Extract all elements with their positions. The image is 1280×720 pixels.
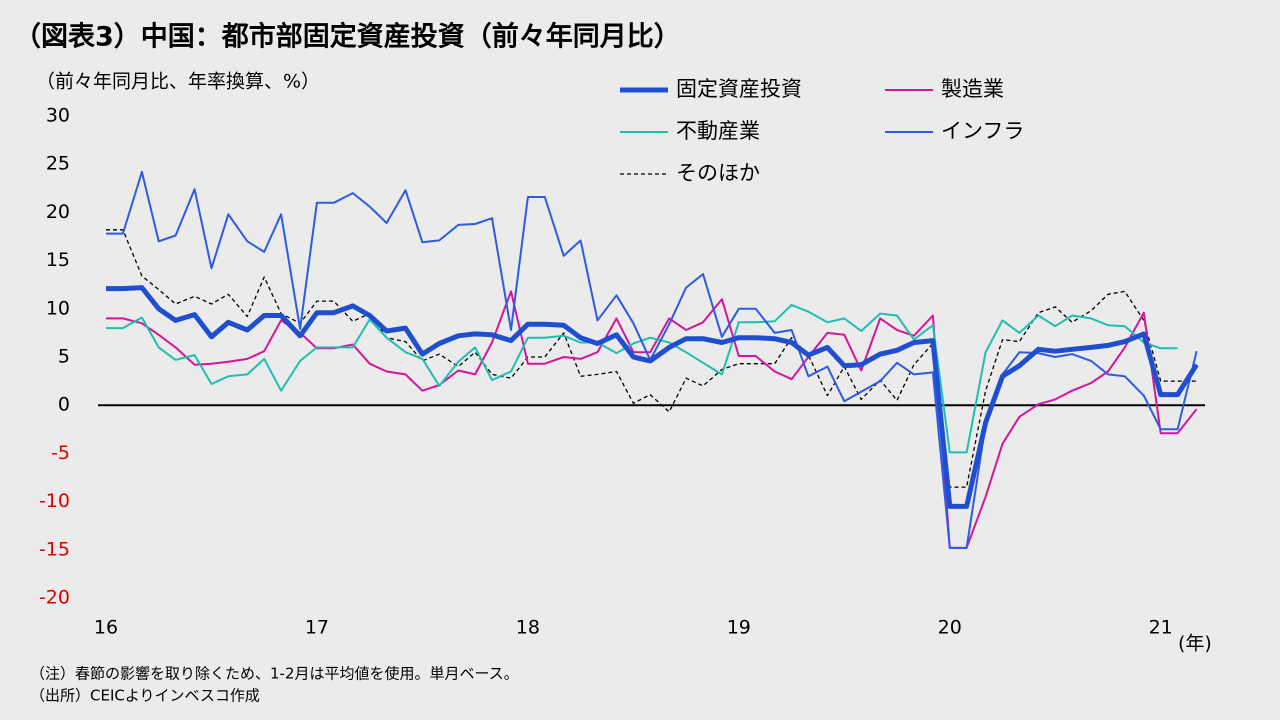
x-tick-label: 20 [938,617,962,639]
legend-label: 固定資産投資 [676,77,802,101]
y-axis-label: （前々年同月比、年率換算、%） [36,71,320,93]
legend-label: 不動産業 [676,119,760,143]
y-tick-label: 0 [58,394,70,416]
y-tick-label: 30 [46,105,70,127]
y-tick-label: 15 [46,249,70,271]
x-tick-label: 21 [1149,617,1173,639]
y-tick-label: -5 [51,442,70,464]
x-tick-label: 18 [516,617,540,639]
y-tick-label: 10 [46,297,70,319]
x-tick-label: 16 [94,617,118,639]
y-tick-label: 5 [58,346,70,368]
y-tick-label: 25 [46,153,70,175]
legend-label: そのほか [676,161,760,185]
y-tick-label: -20 [39,587,70,609]
series-line [106,290,1198,549]
x-axis-label: (年) [1178,633,1212,655]
source: （出所）CEICよりインベスコ作成 [30,687,260,705]
note: （注）春節の影響を取り除くため、1-2月は平均値を使用。単月ベース。 [30,665,519,683]
legend-label: 製造業 [941,77,1004,101]
legend-label: インフラ [941,119,1024,143]
series-line [106,303,1178,454]
series-line [106,229,1197,488]
series-line [106,285,1199,509]
x-tick-label: 17 [305,617,329,639]
y-tick-label: -15 [39,538,70,560]
y-tick-label: 20 [46,201,70,223]
chart-title: （図表3）中国：都市部固定資産投資（前々年同月比） [14,21,681,53]
x-tick-label: 19 [727,617,751,639]
y-tick-label: -10 [39,490,70,512]
